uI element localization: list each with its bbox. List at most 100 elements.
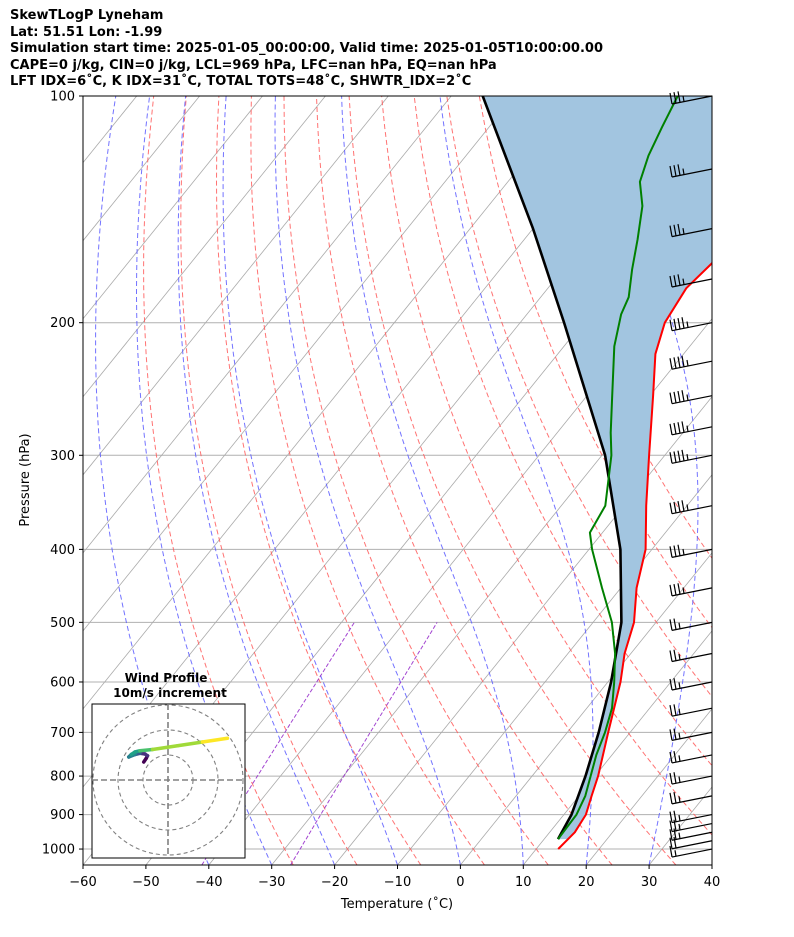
barb-flag xyxy=(681,390,685,402)
hodograph-subtitle: 10m/s increment xyxy=(113,686,227,700)
barb-half-flag xyxy=(682,548,685,556)
barb-flag xyxy=(681,355,685,367)
barb-staff xyxy=(671,831,713,841)
moist-adiabat-line xyxy=(222,96,398,865)
barb-flag xyxy=(677,164,681,176)
moist-adiabat-line xyxy=(711,863,712,865)
isotherm-line xyxy=(83,96,578,710)
wind-barb xyxy=(669,751,713,764)
barb-flag xyxy=(673,751,677,763)
barb-staff xyxy=(671,795,713,805)
barb-staff xyxy=(671,395,713,405)
barb-flag xyxy=(677,223,681,236)
y-axis-label: Pressure (hPa) xyxy=(18,433,33,526)
barb-flag xyxy=(669,845,673,858)
barb-half-flag xyxy=(686,359,689,367)
wind-barb xyxy=(669,164,713,178)
barb-flag xyxy=(669,358,673,370)
barb-flag xyxy=(681,421,685,433)
barb-staff xyxy=(671,731,713,741)
hodograph-trace-segment xyxy=(175,740,205,748)
barb-half-flag xyxy=(686,453,689,461)
barb-flag xyxy=(681,500,685,512)
hodograph-title: Wind Profile xyxy=(125,671,208,685)
wind-barb xyxy=(669,618,713,631)
barb-staff xyxy=(671,426,713,436)
barb-flag xyxy=(669,650,673,662)
barb-staff xyxy=(671,360,713,370)
barb-staff xyxy=(671,587,713,597)
barb-staff xyxy=(671,813,713,824)
isotherm-line xyxy=(397,474,712,865)
wind-barb xyxy=(669,317,713,332)
barb-staff xyxy=(671,95,713,105)
barb-half-flag xyxy=(678,823,681,831)
simulation-time-line: Simulation start time: 2025-01-05_00:00:… xyxy=(10,41,603,56)
x-tick-label: −60 xyxy=(69,875,96,890)
barb-flag xyxy=(677,500,681,513)
chart-title: SkewTLogP Lyneham xyxy=(10,8,164,23)
moist-adiabat-line xyxy=(136,96,273,865)
dry-adiabat-line xyxy=(413,96,712,767)
barb-half-flag xyxy=(678,708,681,715)
barb-staff xyxy=(671,840,713,850)
barb-staff xyxy=(671,278,713,288)
wind-barb xyxy=(669,836,713,850)
wind-barb xyxy=(669,500,713,515)
barb-half-flag xyxy=(678,776,681,783)
cape-cin-shading xyxy=(482,96,712,840)
barb-flag xyxy=(673,545,677,557)
barb-flag xyxy=(669,619,673,631)
y-tick-label: 900 xyxy=(50,808,75,823)
barb-staff xyxy=(671,322,713,332)
barb-flag xyxy=(669,225,673,237)
indices-line-2: LFT IDX=6˚C, K IDX=31˚C, TOTAL TOTS=48˚C… xyxy=(10,74,472,89)
barb-flag xyxy=(673,836,677,849)
barb-flag xyxy=(669,546,673,558)
mixing-ratio-line xyxy=(290,622,438,865)
barb-staff xyxy=(671,168,713,178)
barb-flag xyxy=(669,792,673,805)
isotherm-line xyxy=(83,96,200,242)
temperature-line xyxy=(557,261,712,850)
dry-adiabat-line xyxy=(180,96,358,865)
wind-barb xyxy=(669,544,713,558)
barb-flag xyxy=(673,451,677,463)
barb-flag xyxy=(673,704,677,716)
y-tick-label: 500 xyxy=(50,616,75,631)
barb-flag xyxy=(681,317,685,329)
barb-half-flag xyxy=(682,168,685,175)
y-tick-label: 600 xyxy=(50,675,75,690)
barb-flag xyxy=(673,318,677,330)
barb-flag xyxy=(669,837,673,849)
barb-flag xyxy=(677,356,681,368)
barb-flag xyxy=(669,319,673,331)
barb-staff xyxy=(671,822,713,833)
x-tick-label: 20 xyxy=(578,875,595,890)
barb-staff xyxy=(671,652,713,663)
barb-staff xyxy=(671,454,713,464)
hodograph-inset: Wind Profile 10m/s increment xyxy=(91,671,246,859)
x-tick-label: −20 xyxy=(321,875,348,890)
barb-flag xyxy=(673,678,677,690)
y-tick-label: 800 xyxy=(50,770,75,785)
barb-staff xyxy=(671,707,713,717)
barb-half-flag xyxy=(686,394,689,401)
wind-barbs xyxy=(669,91,713,858)
barb-half-flag xyxy=(678,682,681,689)
wind-barb xyxy=(669,772,713,785)
barb-half-flag xyxy=(686,321,689,328)
cape-cin-area xyxy=(482,96,712,840)
barb-half-flag xyxy=(678,622,681,629)
y-tick-label: 1000 xyxy=(42,843,75,858)
barb-flag xyxy=(677,274,681,286)
x-tick-label: −10 xyxy=(384,875,411,890)
barb-flag xyxy=(677,450,681,462)
barb-flag xyxy=(669,772,673,785)
isotherm-line xyxy=(711,864,712,865)
barb-half-flag xyxy=(678,832,681,839)
barb-flag xyxy=(669,275,673,288)
barb-flag xyxy=(673,422,677,435)
dewpoint-line xyxy=(557,96,679,840)
